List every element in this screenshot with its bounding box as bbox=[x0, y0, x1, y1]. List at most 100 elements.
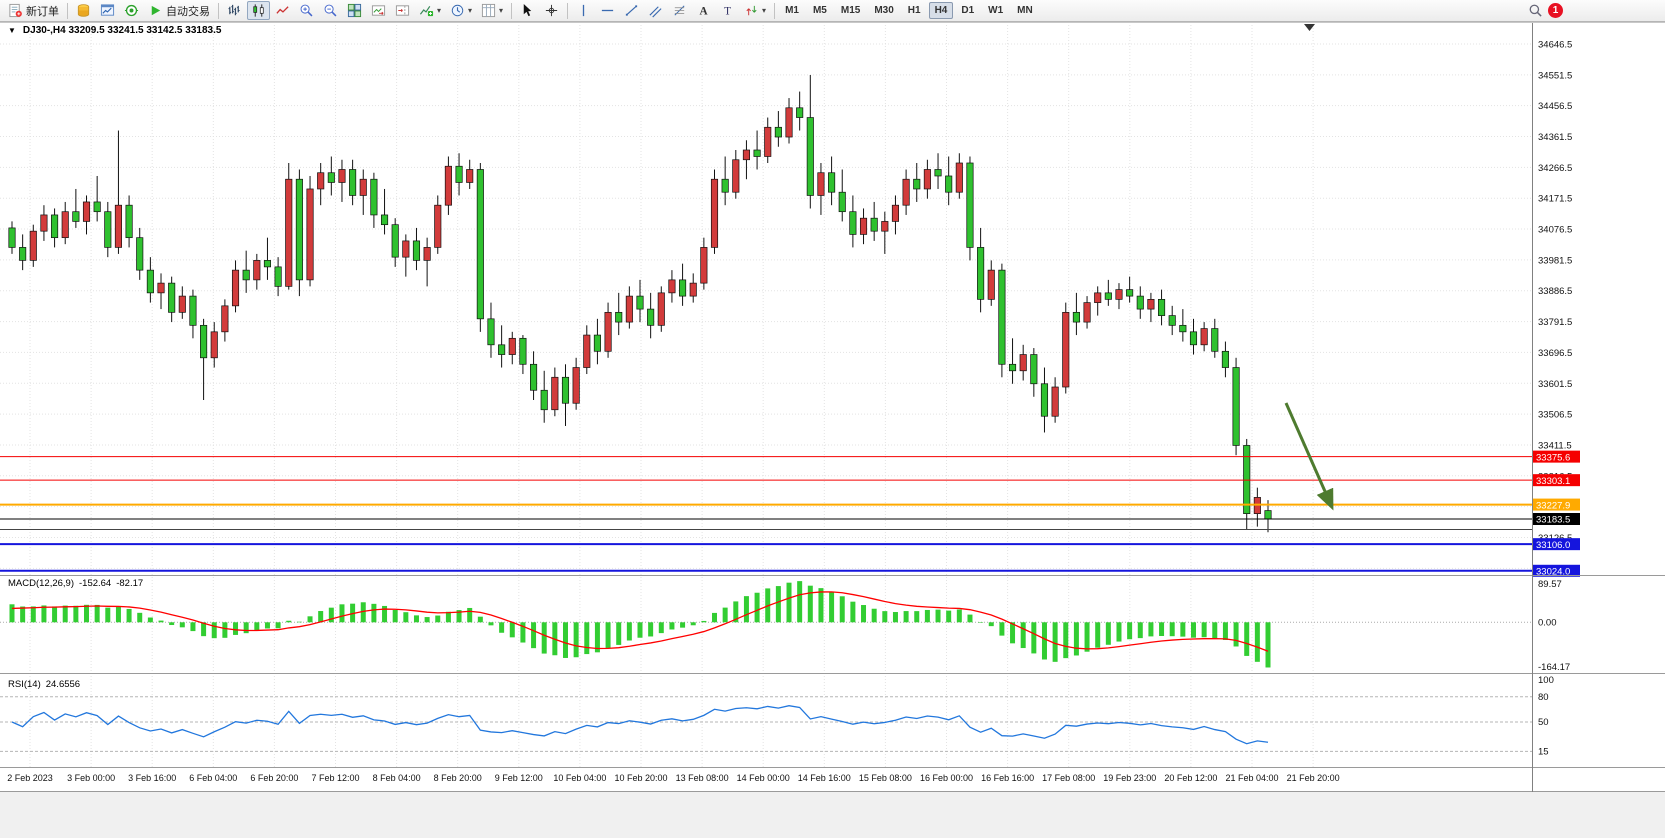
crosshair-icon bbox=[544, 3, 559, 18]
market-watch-button[interactable] bbox=[96, 1, 119, 20]
svg-text:10 Feb 20:00: 10 Feb 20:00 bbox=[614, 773, 667, 783]
templates-button[interactable]: ▾ bbox=[477, 1, 507, 20]
navigator-button[interactable] bbox=[120, 1, 143, 20]
chart-shift-button[interactable] bbox=[391, 1, 414, 20]
svg-text:33791.5: 33791.5 bbox=[1538, 317, 1572, 328]
one-click-trading-toggle[interactable]: ▼ bbox=[8, 26, 16, 35]
svg-text:17 Feb 08:00: 17 Feb 08:00 bbox=[1042, 773, 1095, 783]
fibonacci-icon bbox=[672, 3, 687, 18]
svg-text:15: 15 bbox=[1538, 746, 1549, 757]
toolbar-separator bbox=[774, 2, 776, 19]
timeframe-w1-button[interactable]: W1 bbox=[988, 5, 1004, 16]
tile-windows-icon bbox=[347, 3, 362, 18]
search-button[interactable] bbox=[1524, 1, 1547, 20]
svg-text:3 Feb 16:00: 3 Feb 16:00 bbox=[128, 773, 176, 783]
zoom-in-button[interactable] bbox=[295, 1, 318, 20]
notification-badge[interactable]: 1 bbox=[1548, 3, 1563, 18]
timeframe-mn-button[interactable]: MN bbox=[1017, 5, 1033, 16]
fibonacci-button[interactable] bbox=[668, 1, 691, 20]
trendline-button[interactable] bbox=[620, 1, 643, 20]
auto-scroll-button[interactable] bbox=[367, 1, 390, 20]
svg-text:33303.1: 33303.1 bbox=[1536, 476, 1570, 487]
tile-windows-button[interactable] bbox=[343, 1, 366, 20]
rsi-name: RSI(14) bbox=[8, 679, 41, 690]
chart-shift-marker[interactable] bbox=[1304, 24, 1315, 31]
chart-shift-icon bbox=[395, 3, 410, 18]
macd-main-value: -152.64 bbox=[79, 578, 112, 589]
svg-text:21 Feb 04:00: 21 Feb 04:00 bbox=[1225, 773, 1278, 783]
svg-text:50: 50 bbox=[1538, 717, 1549, 728]
vertical-line-icon bbox=[576, 3, 591, 18]
line-chart-button[interactable] bbox=[271, 1, 294, 20]
timeframe-h1-button[interactable]: H1 bbox=[907, 5, 921, 16]
svg-text:33886.5: 33886.5 bbox=[1538, 286, 1572, 297]
zoom-out-button[interactable] bbox=[319, 1, 342, 20]
auto-trading-button[interactable]: 自动交易 bbox=[144, 1, 214, 20]
horizontal-level-lines: 33375.6 33303.1 33227.9 33106.0 33024.0 33183… bbox=[0, 450, 1580, 577]
svg-text:34456.5: 34456.5 bbox=[1538, 101, 1572, 112]
svg-text:6 Feb 04:00: 6 Feb 04:00 bbox=[189, 773, 237, 783]
svg-text:9 Feb 12:00: 9 Feb 12:00 bbox=[495, 773, 543, 783]
vertical-line-button[interactable] bbox=[572, 1, 595, 20]
candlestick-chart-button[interactable] bbox=[247, 1, 270, 20]
timeframe-m15-button[interactable]: M15 bbox=[840, 5, 861, 16]
timeframe-d1-button[interactable]: D1 bbox=[961, 5, 975, 16]
auto-scroll-icon bbox=[371, 3, 386, 18]
zoom-in-icon bbox=[299, 3, 314, 18]
bar-chart-icon bbox=[227, 3, 242, 18]
price-badge bbox=[1533, 474, 1580, 487]
timeframe-m1-button[interactable]: M1 bbox=[785, 5, 799, 16]
channel-button[interactable] bbox=[644, 1, 667, 20]
timeframe-toolbar: M1 M5 M15 M30 H1 H4 D1 W1 MN bbox=[779, 2, 1039, 19]
svg-text:A: A bbox=[699, 5, 708, 17]
timeframe-m30-button[interactable]: M30 bbox=[874, 5, 894, 16]
svg-text:10 Feb 04:00: 10 Feb 04:00 bbox=[553, 773, 606, 783]
svg-text:-164.17: -164.17 bbox=[1538, 662, 1570, 673]
svg-text:33506.5: 33506.5 bbox=[1538, 410, 1572, 421]
grid bbox=[0, 22, 1532, 767]
horizontal-line-button[interactable] bbox=[596, 1, 619, 20]
indicators-button[interactable]: ▾ bbox=[415, 1, 445, 20]
dropdown-caret-icon: ▾ bbox=[499, 5, 504, 15]
trendline-icon bbox=[624, 3, 639, 18]
toolbar-separator bbox=[511, 2, 513, 19]
annotation-arrow[interactable] bbox=[1284, 402, 1334, 511]
bar-chart-button[interactable] bbox=[223, 1, 246, 20]
timeframe-h4-button[interactable]: H4 bbox=[928, 2, 954, 19]
periods-button[interactable]: ▾ bbox=[446, 1, 476, 20]
new-order-button[interactable]: 新订单 bbox=[4, 1, 63, 20]
crosshair-button[interactable] bbox=[540, 1, 563, 20]
label-icon: T bbox=[720, 3, 735, 18]
chart-title-text: DJ30-,H4 33209.5 33241.5 33142.5 33183.5 bbox=[22, 25, 222, 36]
svg-text:8 Feb 04:00: 8 Feb 04:00 bbox=[373, 773, 421, 783]
svg-text:89.57: 89.57 bbox=[1538, 579, 1562, 590]
timeframe-m5-button[interactable]: M5 bbox=[812, 5, 827, 16]
price-axis[interactable]: 34646.5 34551.5 34456.5 34361.5 34266.5 34171… bbox=[1538, 40, 1572, 758]
svg-text:33183.5: 33183.5 bbox=[1536, 515, 1570, 526]
svg-text:21 Feb 20:00: 21 Feb 20:00 bbox=[1287, 773, 1340, 783]
svg-text:19 Feb 23:00: 19 Feb 23:00 bbox=[1103, 773, 1156, 783]
label-button[interactable]: T bbox=[716, 1, 739, 20]
cursor-button[interactable] bbox=[516, 1, 539, 20]
time-axis[interactable]: 2 Feb 2023 3 Feb 00:00 3 Feb 16:00 6 Feb 04… bbox=[7, 773, 1339, 783]
text-button[interactable]: A bbox=[692, 1, 715, 20]
svg-text:6 Feb 20:00: 6 Feb 20:00 bbox=[250, 773, 298, 783]
price-badge bbox=[1533, 450, 1580, 463]
arrows-button[interactable]: ▾ bbox=[740, 1, 770, 20]
clock-icon bbox=[450, 3, 465, 18]
svg-text:34266.5: 34266.5 bbox=[1538, 163, 1572, 174]
line-chart-icon bbox=[275, 3, 290, 18]
svg-text:34361.5: 34361.5 bbox=[1538, 132, 1572, 143]
price-badge bbox=[1533, 564, 1580, 577]
macd-indicator-label: MACD(12,26,9) -152.64 -82.17 bbox=[8, 578, 148, 589]
svg-text:14 Feb 16:00: 14 Feb 16:00 bbox=[798, 773, 851, 783]
metaeditor-button[interactable] bbox=[72, 1, 95, 20]
dropdown-caret-icon: ▾ bbox=[762, 5, 767, 15]
svg-text:34551.5: 34551.5 bbox=[1538, 70, 1572, 81]
svg-text:T: T bbox=[724, 5, 731, 17]
svg-text:100: 100 bbox=[1538, 675, 1554, 686]
auto-trading-label: 自动交易 bbox=[166, 5, 210, 18]
auto-trading-play-icon bbox=[148, 3, 163, 18]
new-order-label: 新订单 bbox=[26, 5, 59, 18]
